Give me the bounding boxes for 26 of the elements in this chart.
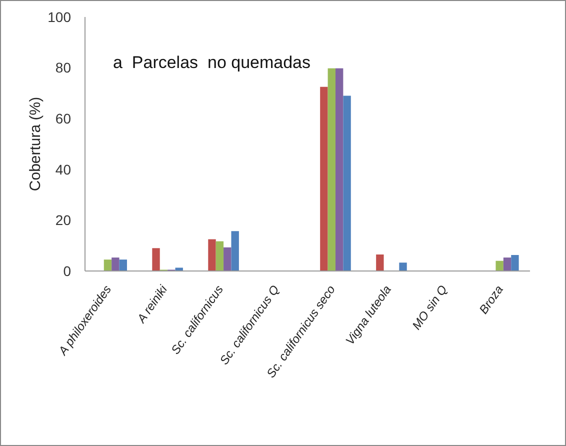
y-tick-label: 60 (55, 110, 72, 126)
bar (376, 254, 384, 271)
bar (231, 231, 239, 271)
bar (152, 248, 160, 271)
bar (511, 255, 519, 271)
bar (216, 241, 224, 271)
bar (503, 258, 512, 271)
bar (112, 258, 120, 271)
bar (224, 247, 232, 271)
bar (320, 86, 328, 271)
annotation: a Parcelas no quemadas (113, 53, 311, 72)
bar (399, 262, 407, 271)
y-tick-label: 20 (55, 212, 72, 228)
bar (496, 260, 504, 271)
y-tick-label: 40 (55, 161, 72, 178)
bar (328, 68, 336, 271)
bar (208, 239, 216, 271)
x-tick-label: MO sin Q (409, 282, 450, 332)
bar (119, 260, 127, 271)
y-tick-label: 80 (55, 60, 72, 76)
bar (335, 68, 344, 271)
y-tick-label: 100 (48, 8, 72, 25)
y-axis-title: Cobertura (%) (27, 96, 44, 192)
bar (104, 260, 112, 271)
bar (343, 96, 351, 271)
y-tick-label: 0 (63, 262, 72, 279)
